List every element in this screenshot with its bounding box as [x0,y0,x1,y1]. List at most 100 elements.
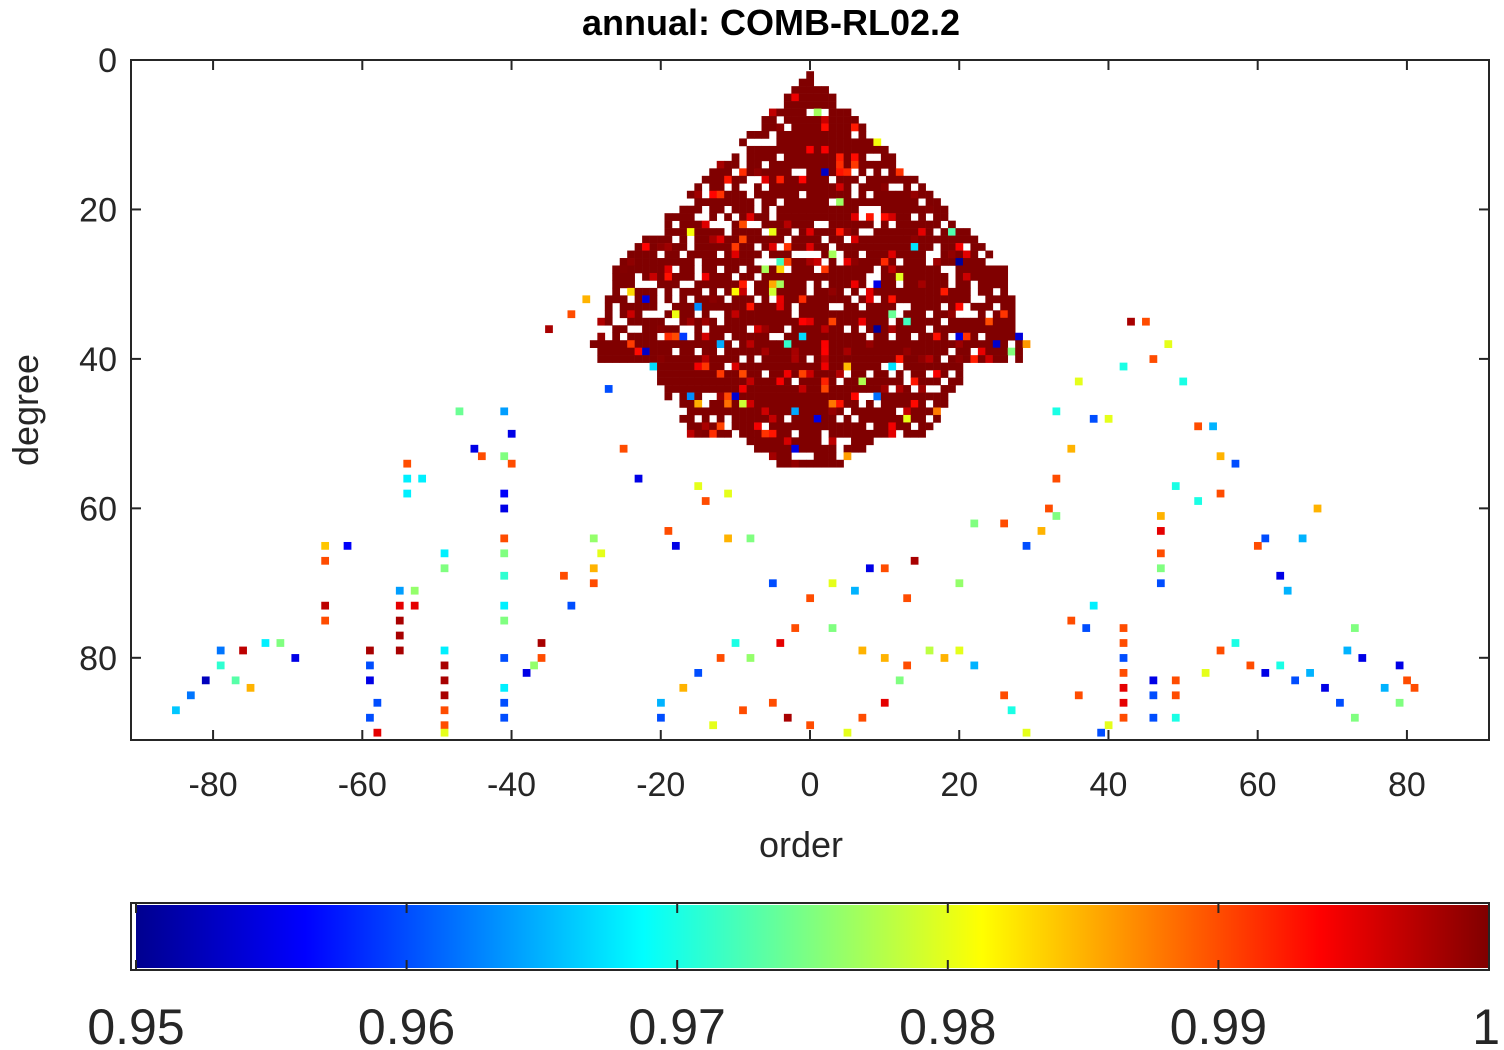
heatmap-cell [821,272,829,281]
heatmap-cell [970,258,979,266]
heatmap-cell [1119,624,1128,632]
heatmap-cell [724,429,732,438]
heatmap-cell [1194,422,1203,431]
heatmap-cell [903,355,912,363]
heatmap-cell [761,168,770,177]
heatmap-cell [791,325,800,334]
heatmap-cell [739,706,747,715]
heatmap-cell [739,414,747,423]
heatmap-cell [783,347,792,356]
heatmap-cell [746,347,755,356]
heatmap-cell [1000,332,1009,341]
heatmap-cell [865,317,874,326]
heatmap-cell [1000,265,1009,274]
heatmap-cell [940,280,949,289]
heatmap-cell [783,370,792,378]
heatmap-cell [843,213,852,221]
heatmap-cell [791,624,800,632]
heatmap-cell [455,407,464,416]
heatmap-cell [955,362,964,371]
heatmap-cell [395,646,404,655]
heatmap-cell [500,407,509,416]
heatmap-cell [746,332,755,341]
heatmap-cell [567,601,576,610]
heatmap-cell [851,160,859,169]
heatmap-cell [836,145,844,154]
heatmap-cell [858,332,867,341]
heatmap-cell [821,190,829,199]
heatmap-cell [798,385,807,393]
heatmap-cell [791,400,800,408]
x-tick-label: 40 [1090,766,1128,804]
heatmap-cell [985,280,994,289]
heatmap-cell [806,444,815,453]
heatmap-cell [888,228,897,236]
heatmap-cell [925,228,934,236]
heatmap-cell [783,101,792,109]
heatmap-cell [903,407,912,416]
heatmap-cell [880,228,889,236]
heatmap-cell [836,429,844,438]
heatmap-cell [1045,504,1053,513]
heatmap-cell [903,392,912,401]
heatmap-cell [746,400,755,408]
heatmap-cell [962,325,971,334]
heatmap-cell [686,190,695,199]
heatmap-cell [612,340,621,348]
heatmap-cell [977,340,986,348]
heatmap-cell [948,362,956,371]
heatmap-cell [888,243,897,251]
heatmap-cell [664,295,673,304]
heatmap-cell [918,392,926,401]
heatmap-cell [798,340,807,348]
heatmap-cell [709,407,718,416]
heatmap-cell [798,78,807,87]
heatmap-cell [1298,534,1307,543]
heatmap-cell [880,377,889,386]
heatmap-cell [940,654,949,662]
heatmap-cell [977,355,986,363]
heatmap-cell [671,370,680,378]
heatmap-cell [440,646,449,655]
heatmap-cell [836,347,844,356]
heatmap-cell [821,287,829,296]
heatmap-cell [679,272,688,281]
heatmap-cell [754,422,762,431]
heatmap-cell [828,459,837,468]
heatmap-cell [768,116,777,124]
heatmap-cell [851,123,859,132]
heatmap-cell [1410,683,1419,692]
heatmap-cell [701,235,710,244]
heatmap-cell [910,228,919,236]
heatmap-cell [686,220,695,229]
heatmap-cell [806,235,815,244]
heatmap-cell [1350,624,1359,632]
heatmap-cell [776,317,785,326]
heatmap-cell [836,340,844,348]
heatmap-cell [925,295,934,304]
heatmap-cell [500,616,509,625]
heatmap-cell [724,392,732,401]
heatmap-cells [172,71,1419,737]
heatmap-cell [925,272,934,281]
heatmap-cell [955,250,964,259]
heatmap-cell [739,317,747,326]
heatmap-cell [768,198,777,207]
heatmap-cell [910,302,919,311]
heatmap-cell [746,168,755,177]
heatmap-cell [686,302,695,311]
heatmap-cell [731,302,740,311]
heatmap-cell [776,258,785,266]
heatmap-cell [903,295,912,304]
heatmap-cell [440,661,449,670]
heatmap-cell [1261,534,1270,543]
heatmap-cell [216,646,225,655]
heatmap-cell [798,86,807,94]
heatmap-cell [806,183,815,192]
heatmap-cell [724,243,732,251]
heatmap-cell [627,347,635,356]
heatmap-cell [851,272,859,281]
heatmap-cell [925,362,934,371]
heatmap-cell [694,243,703,251]
heatmap-cell [955,243,964,251]
